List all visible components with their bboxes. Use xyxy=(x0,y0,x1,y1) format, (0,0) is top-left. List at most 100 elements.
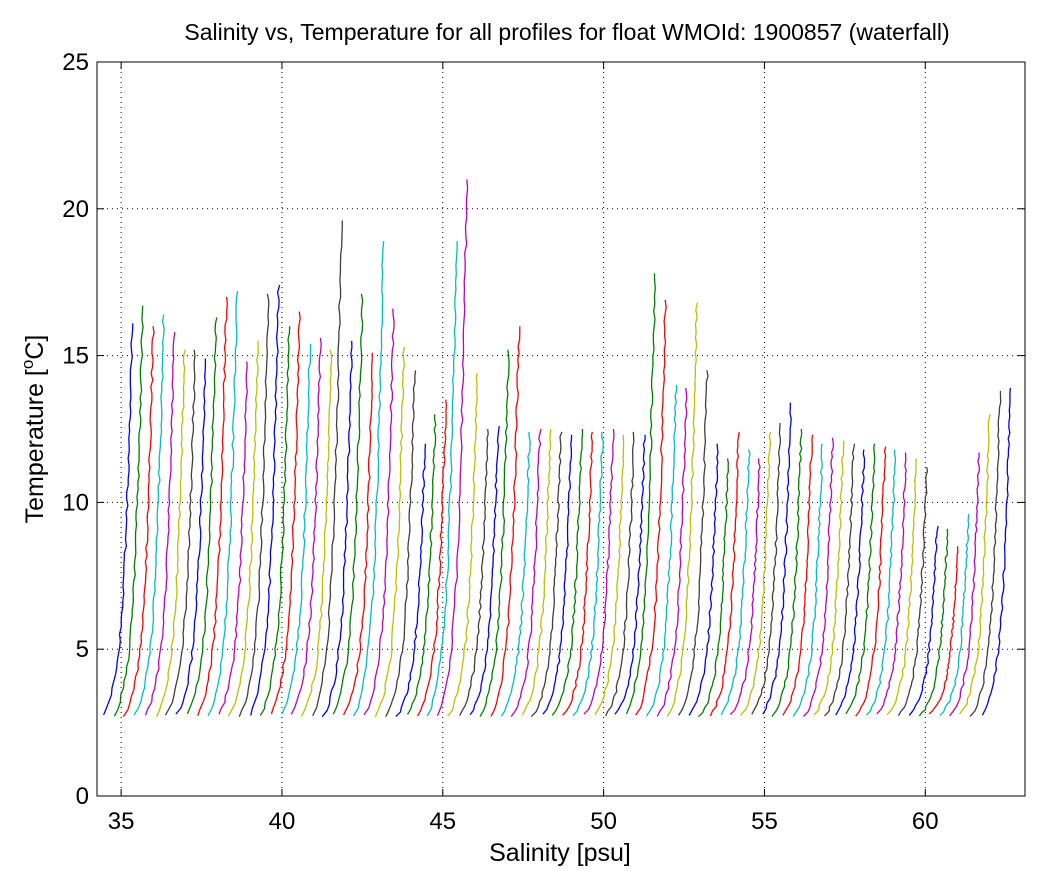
profiles xyxy=(103,179,1012,718)
profile-line xyxy=(886,458,917,716)
x-axis-label: Salinity [psu] xyxy=(489,839,631,867)
profile-line xyxy=(551,428,584,716)
profile-line xyxy=(959,414,991,715)
profile-line xyxy=(197,296,228,717)
y-axis-label-superscript: o xyxy=(18,360,37,369)
x-tick-label: 55 xyxy=(751,808,778,835)
profile-line xyxy=(762,402,792,715)
profile-line xyxy=(416,399,448,717)
profile-line xyxy=(113,305,144,717)
y-tick-label: 5 xyxy=(76,636,89,663)
profile-line xyxy=(709,431,740,717)
profile-line xyxy=(227,340,259,717)
profile-line xyxy=(343,352,373,716)
profile-line xyxy=(876,452,907,715)
profile-line xyxy=(614,434,646,715)
y-axis-label: Temperature [oC] xyxy=(18,335,49,524)
x-tick-label: 60 xyxy=(912,808,939,835)
y-tick-label: 25 xyxy=(62,49,89,76)
profile-line xyxy=(521,428,552,716)
profile-line xyxy=(813,440,845,716)
profile-line xyxy=(406,414,437,715)
profile-line xyxy=(751,423,781,715)
profile-line xyxy=(301,349,333,717)
profile-line xyxy=(186,317,218,715)
profile-line xyxy=(949,452,981,717)
profile-line xyxy=(164,349,196,716)
profile-line xyxy=(835,449,866,716)
y-tick-label: 0 xyxy=(76,783,89,810)
profile-line xyxy=(155,349,186,717)
profile-line xyxy=(908,525,939,716)
profile-line xyxy=(866,449,897,716)
profile-line xyxy=(259,326,291,716)
profile-line xyxy=(729,458,761,716)
profile-line xyxy=(939,514,970,716)
x-tick-label: 50 xyxy=(590,808,617,835)
profile-line xyxy=(720,449,751,716)
profile-line xyxy=(103,323,134,716)
profile-line xyxy=(969,390,1002,717)
profile-line xyxy=(436,179,469,717)
profile-line xyxy=(803,437,835,717)
profile-line xyxy=(572,431,604,717)
y-axis-label-end: C] xyxy=(21,335,49,360)
y-tick-label: 10 xyxy=(62,489,89,516)
x-tick-label: 40 xyxy=(269,808,296,835)
y-tick-label: 20 xyxy=(62,196,89,223)
profile-line xyxy=(594,434,625,715)
profile-line xyxy=(501,431,531,717)
profile-line xyxy=(666,302,699,717)
profile-line xyxy=(510,428,542,717)
chart-title: Salinity vs, Temperature for all profile… xyxy=(184,19,949,45)
x-tick-labels: 35 40 45 50 55 60 xyxy=(108,808,939,835)
profile-line xyxy=(542,434,573,715)
profile-line xyxy=(363,308,395,716)
profile-line xyxy=(352,241,385,717)
x-tick-label: 45 xyxy=(429,808,456,835)
profile-line xyxy=(824,443,856,717)
profile-line xyxy=(855,446,887,717)
profile-line xyxy=(583,428,615,715)
profile-line xyxy=(605,431,635,717)
profile-line xyxy=(144,332,176,716)
profile-line xyxy=(678,370,709,716)
profile-line xyxy=(447,373,478,717)
profile-line xyxy=(332,293,364,715)
grid xyxy=(97,61,1025,797)
profile-line xyxy=(645,384,678,717)
profile-line xyxy=(792,443,823,717)
profile-line xyxy=(562,431,593,716)
profile-line xyxy=(845,443,876,715)
profile-line xyxy=(981,387,1012,716)
plot-frame xyxy=(96,61,1026,797)
axis-ticks xyxy=(97,61,1025,797)
profile-line xyxy=(426,241,458,717)
profile-line xyxy=(635,299,667,716)
profile-line xyxy=(928,546,959,715)
profile-line xyxy=(530,431,563,718)
y-tick-labels: 0 5 10 15 20 25 xyxy=(62,49,89,810)
profile-line xyxy=(175,358,207,715)
x-tick-label: 35 xyxy=(108,808,135,835)
profile-line xyxy=(771,428,803,717)
profile-line xyxy=(133,314,165,716)
profile-line xyxy=(625,273,656,715)
profile-line xyxy=(897,467,929,717)
profile-line xyxy=(782,434,814,716)
profile-line xyxy=(281,343,312,715)
profile-line xyxy=(312,220,343,716)
profile-line xyxy=(321,340,353,718)
profile-line xyxy=(218,361,248,715)
profile-line xyxy=(479,349,510,717)
profile-line xyxy=(469,426,500,716)
profile-line xyxy=(459,428,489,716)
profile-line xyxy=(395,443,427,718)
profile-line xyxy=(270,311,301,715)
profile-line xyxy=(207,290,239,717)
profile-line xyxy=(385,370,417,717)
y-axis-label-main: Temperature [ xyxy=(21,369,49,523)
profile-line xyxy=(918,528,949,717)
profile-line xyxy=(490,326,521,717)
